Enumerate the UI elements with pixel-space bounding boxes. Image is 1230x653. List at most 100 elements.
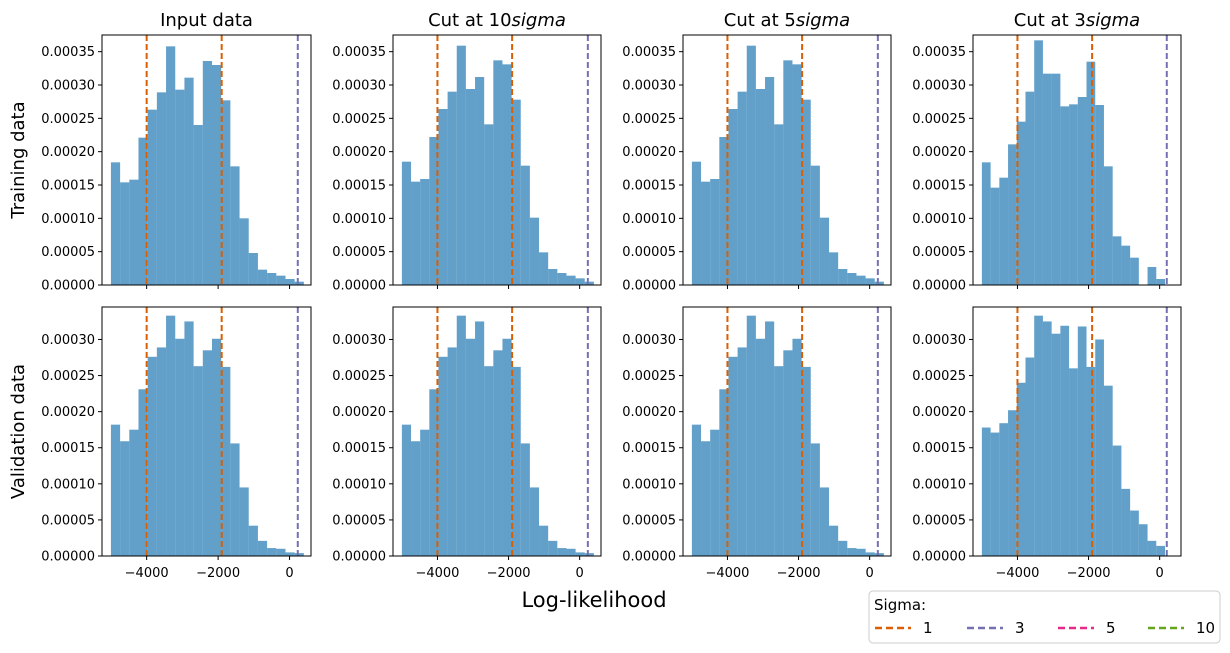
histogram-bar xyxy=(838,540,848,556)
histogram-bar xyxy=(202,61,212,285)
histogram-bar xyxy=(447,91,457,286)
panel-r0-c0: 0.00000 0.00005 0.00010 0.00015 0.00020 0.000… xyxy=(41,34,312,294)
histogram-bar xyxy=(248,525,258,556)
y-tick-label: 0.00020 xyxy=(332,145,386,160)
histogram-bar xyxy=(294,553,304,556)
histogram-bar xyxy=(1121,245,1131,285)
histogram-bar xyxy=(1086,366,1096,556)
histogram-bar xyxy=(1112,445,1122,556)
histogram-bar xyxy=(575,278,585,285)
histogram-bar xyxy=(765,321,775,556)
panel-r1-c3: 0.00000 0.00005 0.00010 0.00015 0.00020 0.000… xyxy=(912,306,1182,581)
row-label: Training data xyxy=(8,101,29,219)
histogram-bar xyxy=(1034,40,1043,286)
y-tick-label: 0.00005 xyxy=(622,245,676,260)
x-tick-label: 0 xyxy=(285,566,293,581)
histogram-bar xyxy=(755,338,766,556)
y-tick-label: 0.00005 xyxy=(41,513,95,528)
histogram-bar xyxy=(211,338,222,556)
histogram-bar xyxy=(865,278,875,285)
y-tick-label: 0.00015 xyxy=(332,441,386,456)
x-tick-label: −4000 xyxy=(415,566,459,581)
histogram-bar xyxy=(475,321,485,556)
histogram-bar xyxy=(276,275,286,285)
column-title: Cut at 10sigma xyxy=(428,10,566,31)
histogram-bar xyxy=(1156,279,1165,285)
x-tick-label: −2000 xyxy=(777,566,821,581)
y-tick-label: 0.00025 xyxy=(41,369,95,384)
histogram-bar xyxy=(691,424,702,556)
histogram-bar xyxy=(166,315,176,556)
y-tick-label: 0.00020 xyxy=(622,145,676,160)
histogram-bar xyxy=(520,443,530,556)
y-tick-label: 0.00015 xyxy=(912,441,966,456)
histogram-bar xyxy=(1147,267,1157,285)
histogram-bar xyxy=(438,109,448,285)
y-tick-label: 0.00000 xyxy=(622,279,676,294)
histogram-bar xyxy=(156,92,167,285)
histogram-bar xyxy=(847,273,857,285)
histogram-bar xyxy=(529,217,540,285)
histogram-bar xyxy=(401,424,412,556)
histogram-bar xyxy=(401,161,412,285)
histogram-bar xyxy=(737,91,747,286)
y-tick-label: 0.00015 xyxy=(622,179,676,194)
histogram-bar xyxy=(710,179,720,285)
y-tick-label: 0.00015 xyxy=(912,179,966,194)
panel-r0-c2: 0.00000 0.00005 0.00010 0.00015 0.00020 0.000… xyxy=(622,34,892,294)
histogram-bar xyxy=(147,109,157,286)
histogram-bar xyxy=(719,389,729,556)
axes-frame xyxy=(972,306,1182,557)
histogram-bar xyxy=(248,253,258,285)
histogram-bar xyxy=(755,89,766,285)
histogram-bar xyxy=(774,366,784,556)
y-tick-label: 0.00005 xyxy=(622,513,676,528)
y-tick-label: 0.00015 xyxy=(41,441,95,456)
histogram-bar xyxy=(156,347,167,556)
histogram-bar xyxy=(1008,410,1017,556)
histogram-bar xyxy=(765,77,775,285)
histogram-bar xyxy=(166,46,176,286)
y-tick-label: 0.00030 xyxy=(622,79,676,94)
y-tick-label: 0.00000 xyxy=(41,279,95,294)
histogram-bar xyxy=(801,366,811,556)
panel-r1-c1: 0.00000 0.00005 0.00010 0.00015 0.00020 0.000… xyxy=(332,306,602,581)
axes-frame xyxy=(682,306,892,557)
panel-r0-c1: 0.00000 0.00005 0.00010 0.00015 0.00020 0.000… xyxy=(332,34,602,294)
axes-frame xyxy=(101,306,312,557)
histogram-bar xyxy=(493,350,503,556)
histogram-bar xyxy=(193,366,203,556)
histogram-bar xyxy=(1103,166,1113,285)
histogram-bar xyxy=(493,60,503,286)
y-tick-label: 0.00020 xyxy=(912,405,966,420)
histogram-bar xyxy=(1077,326,1087,556)
x-tick-label: −2000 xyxy=(487,566,531,581)
histogram-bar xyxy=(710,429,720,556)
y-tick-label: 0.00020 xyxy=(912,145,966,160)
y-tick-label: 0.00025 xyxy=(41,112,95,127)
x-tick-label: −4000 xyxy=(125,566,169,581)
histogram-bar xyxy=(420,179,430,285)
histogram-bar xyxy=(267,548,277,556)
histogram-bar xyxy=(1156,545,1165,556)
histogram-bar xyxy=(746,315,756,556)
histogram-bar xyxy=(557,273,567,285)
y-tick-label: 0.00025 xyxy=(332,112,386,127)
histogram-bar xyxy=(691,161,702,285)
histogram-bar xyxy=(1138,524,1148,556)
legend-title: Sigma: xyxy=(874,596,926,614)
y-tick-label: 0.00025 xyxy=(912,369,966,384)
histogram-bar xyxy=(1051,333,1061,556)
histogram-bar xyxy=(1147,540,1157,556)
histogram-bar xyxy=(728,109,738,285)
histogram-bar xyxy=(990,432,1000,556)
x-tick-label: −2000 xyxy=(196,566,240,581)
histogram-bar xyxy=(129,429,139,556)
row-label: Validation data xyxy=(8,364,29,499)
y-tick-label: 0.00010 xyxy=(912,477,966,492)
panel-r1-c2: 0.00000 0.00005 0.00010 0.00015 0.00020 0.000… xyxy=(622,306,892,581)
y-tick-label: 0.00005 xyxy=(332,513,386,528)
y-tick-label: 0.00010 xyxy=(332,477,386,492)
histogram-bar xyxy=(411,181,421,285)
axes-frame xyxy=(392,34,602,286)
